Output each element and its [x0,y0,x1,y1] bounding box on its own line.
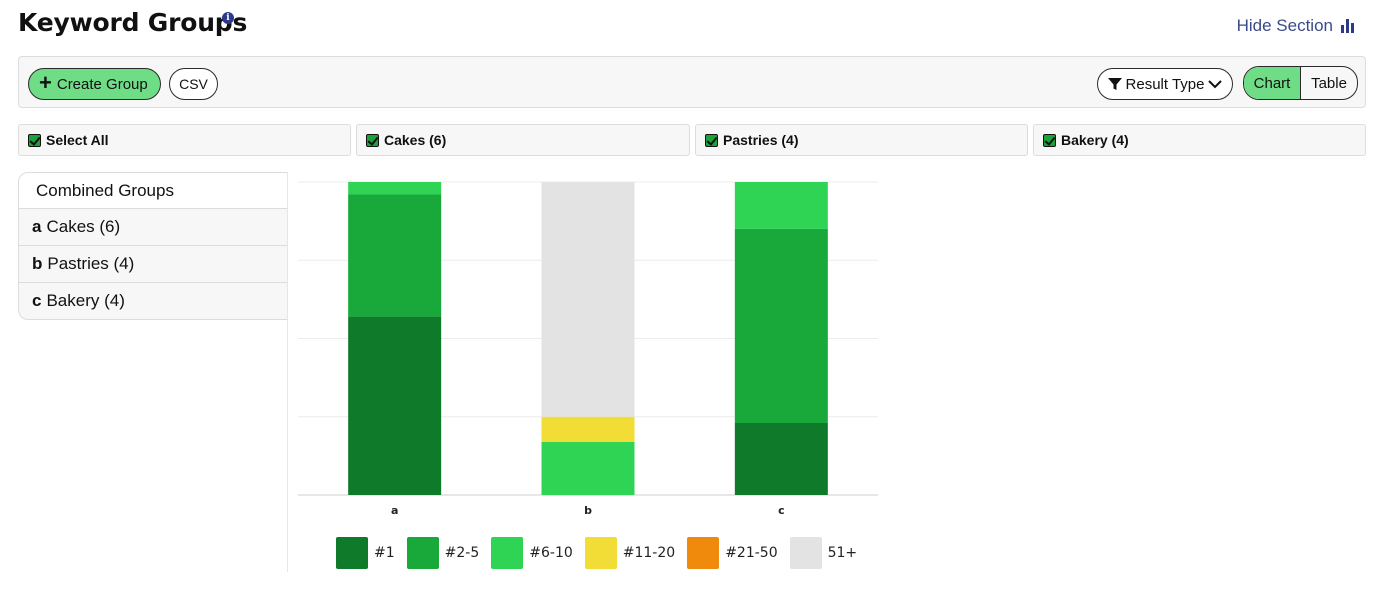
tab-pastries[interactable]: b Pastries (4) [18,246,288,283]
legend-swatch [406,537,439,569]
filter-label: Bakery (4) [1061,132,1129,148]
chart-view-button[interactable]: Chart [1244,67,1301,99]
tab-label: Cakes (6) [46,217,121,236]
legend-label: #21-50 [725,545,778,561]
result-type-label: Result Type [1125,75,1205,93]
create-group-button[interactable]: + Create Group [28,68,161,100]
hide-section-button[interactable]: Hide Section [1237,16,1354,36]
legend-item[interactable]: #1 [336,537,395,569]
legend-swatch [687,537,720,569]
checkbox-checked-icon [705,133,718,147]
filter-checkbox-bakery[interactable]: Bakery (4) [1033,124,1366,156]
bar-segment-a-6-10 [348,182,442,195]
toolbar: + Create Group CSV Result Type Chart Tab… [18,56,1366,108]
select-all-checkbox[interactable]: Select All [18,124,351,156]
info-icon[interactable]: i [222,12,234,24]
tab-key: c [32,291,42,310]
x-tick-label: a [391,504,398,517]
bar-segment-c-2-5 [734,228,828,424]
tab-label: Combined Groups [36,180,174,200]
csv-button[interactable]: CSV [169,68,218,100]
group-tabs: Combined Groups a Cakes (6) b Pastries (… [18,172,288,320]
legend-item[interactable]: #6-10 [491,537,573,569]
legend-item[interactable]: #11-20 [584,537,676,569]
bar-chart-icon [1341,19,1354,33]
page-title: Keyword Groups [18,8,248,37]
tab-label: Pastries (4) [47,254,135,273]
checkbox-checked-icon [366,133,379,147]
table-view-button[interactable]: Table [1311,74,1347,92]
panel-divider [287,172,288,572]
filter-icon [1107,78,1122,90]
select-all-label: Select All [46,132,109,148]
legend-swatch [336,537,368,569]
stacked-bar-chart: a b c [298,181,878,517]
x-tick-label: b [584,504,592,517]
group-filters: Select All Cakes (6) Pastries (4) Bakery… [18,124,1366,156]
view-toggle: Chart Table [1243,66,1358,100]
checkbox-checked-icon [28,133,41,147]
bar-segment-c-1 [734,423,828,495]
tab-key: a [32,217,42,236]
plus-icon: + [39,70,52,95]
chart-legend: #1 #2-5 #6-10 #11-20 #21-50 51+ [336,537,869,569]
bar-segment-b-51 [541,182,635,417]
bar-segment-a-1 [348,316,442,495]
filter-checkbox-cakes[interactable]: Cakes (6) [356,124,690,156]
create-group-label: Create Group [56,75,148,93]
tab-combined-groups[interactable]: Combined Groups [18,172,288,209]
legend-label: #11-20 [622,545,676,561]
hide-section-label: Hide Section [1236,16,1333,35]
filter-label: Pastries (4) [723,132,799,148]
checkbox-checked-icon [1043,133,1056,147]
filter-label: Cakes (6) [384,132,447,148]
x-tick-label: c [778,504,785,517]
bar-segment-a-2-5 [348,194,442,317]
filter-checkbox-pastries[interactable]: Pastries (4) [695,124,1028,156]
tab-bakery[interactable]: c Bakery (4) [18,283,288,320]
legend-swatch [584,537,617,569]
tab-cakes[interactable]: a Cakes (6) [18,209,288,246]
bar-segment-c-6-10 [734,182,828,229]
legend-label: 51+ [827,545,858,561]
legend-item[interactable]: 51+ [789,537,858,569]
legend-swatch [491,537,524,569]
bar-segment-b-6-10 [541,441,635,495]
legend-label: #6-10 [529,545,573,561]
legend-label: #2-5 [444,545,480,561]
legend-item[interactable]: #21-50 [687,537,778,569]
legend-swatch [789,537,822,569]
result-type-dropdown[interactable]: Result Type [1097,68,1233,100]
bar-segment-b-11-20 [541,416,635,442]
legend-label: #1 [374,545,395,561]
chevron-down-icon [1208,80,1223,89]
tab-key: b [32,254,43,273]
legend-item[interactable]: #2-5 [406,537,480,569]
tab-label: Bakery (4) [46,291,125,310]
